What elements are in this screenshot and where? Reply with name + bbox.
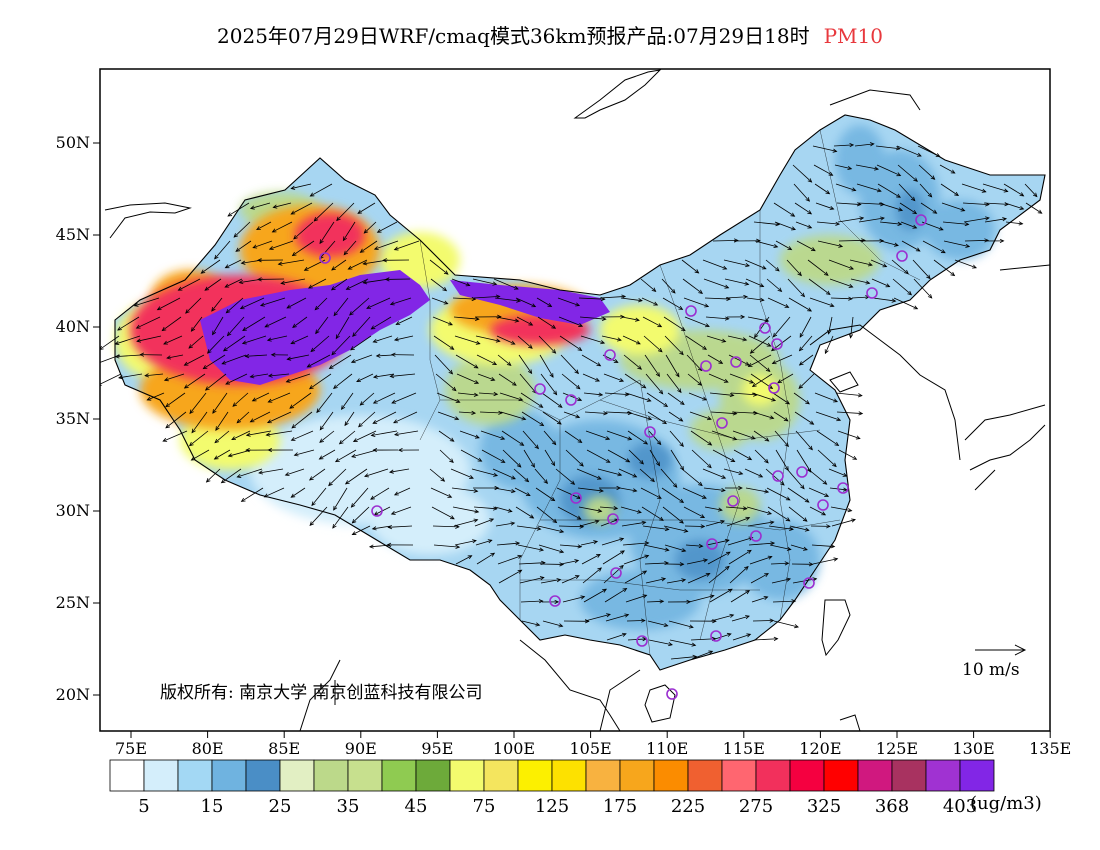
station-marker [666,688,678,700]
station-marker [866,287,878,299]
station-marker [896,250,908,262]
station-marker [796,466,808,478]
station-marker [607,513,619,525]
map-frame [99,68,1051,732]
colorbar-unit: (ug/m3) [970,793,1042,814]
title-text: 2025年07月29日WRF/cmaq模式36km预报产品:07月29日18时 [217,24,810,48]
station-marker [685,305,697,317]
station-marker [319,252,331,264]
station-marker [750,530,762,542]
province-borders [419,129,921,656]
china-outline [114,114,1046,671]
station-marker [730,356,742,368]
city-stations [319,214,927,700]
station-marker [570,492,582,504]
station-marker [706,538,718,550]
station-marker [565,394,577,406]
station-marker [837,482,849,494]
station-marker [727,495,739,507]
lon-tick-label: 80E [192,739,224,758]
lon-tick-label: 105E [569,739,611,758]
title-pollutant: PM10 [823,24,883,48]
lon-tick-label: 110E [646,739,688,758]
station-marker [759,322,771,334]
lon-tick-label: 75E [115,739,147,758]
field-light-blue [250,415,490,555]
map-area [100,69,1050,731]
lon-tick-label: 95E [421,739,453,758]
station-marker [915,214,927,226]
coastlines [104,69,1050,731]
station-marker [610,567,622,579]
station-marker [817,499,829,511]
station-marker [803,577,815,589]
station-marker [716,417,728,429]
lat-tick-label: 50N [56,133,90,152]
lon-tick-label: 90E [345,739,377,758]
lat-tick-label: 25N [56,593,90,612]
lon-tick-label: 120E [799,739,841,758]
wind-vectors [100,142,1043,660]
lon-tick-label: 100E [493,739,535,758]
station-marker [700,360,712,372]
station-marker [710,630,722,642]
map-title: 2025年07月29日WRF/cmaq模式36km预报产品:07月29日18时 P… [0,20,1100,49]
wind-scale-arrow [975,644,1027,656]
station-marker [534,383,546,395]
station-marker [771,338,783,350]
lat-tick-label: 20N [56,685,90,704]
lat-tick-label: 30N [56,501,90,520]
station-marker [644,426,656,438]
lat-tick-label: 35N [56,409,90,428]
station-marker [371,505,383,517]
station-marker [549,595,561,607]
lon-tick-label: 135E [1029,739,1071,758]
wind-scale-label: 10 m/s [962,660,1020,680]
lon-tick-label: 130E [952,739,994,758]
copyright-text: 版权所有: 南京大学 南京创蓝科技有限公司 [160,683,483,703]
lon-tick-label: 115E [723,739,765,758]
station-marker [604,349,616,361]
lat-tick-label: 40N [56,317,90,336]
lat-tick-label: 45N [56,225,90,244]
lon-tick-label: 125E [876,739,918,758]
station-marker [772,470,784,482]
field-purple [200,270,610,385]
station-marker [768,382,780,394]
latitude-axis: 50N 45N 40N 35N 30N 25N 20N [56,133,100,704]
longitude-axis: 75E 80E 85E 90E 95E 100E 105E 110E 115E 120E 125E 1… [115,731,1071,758]
lon-tick-label: 85E [268,739,300,758]
station-marker [636,635,648,647]
